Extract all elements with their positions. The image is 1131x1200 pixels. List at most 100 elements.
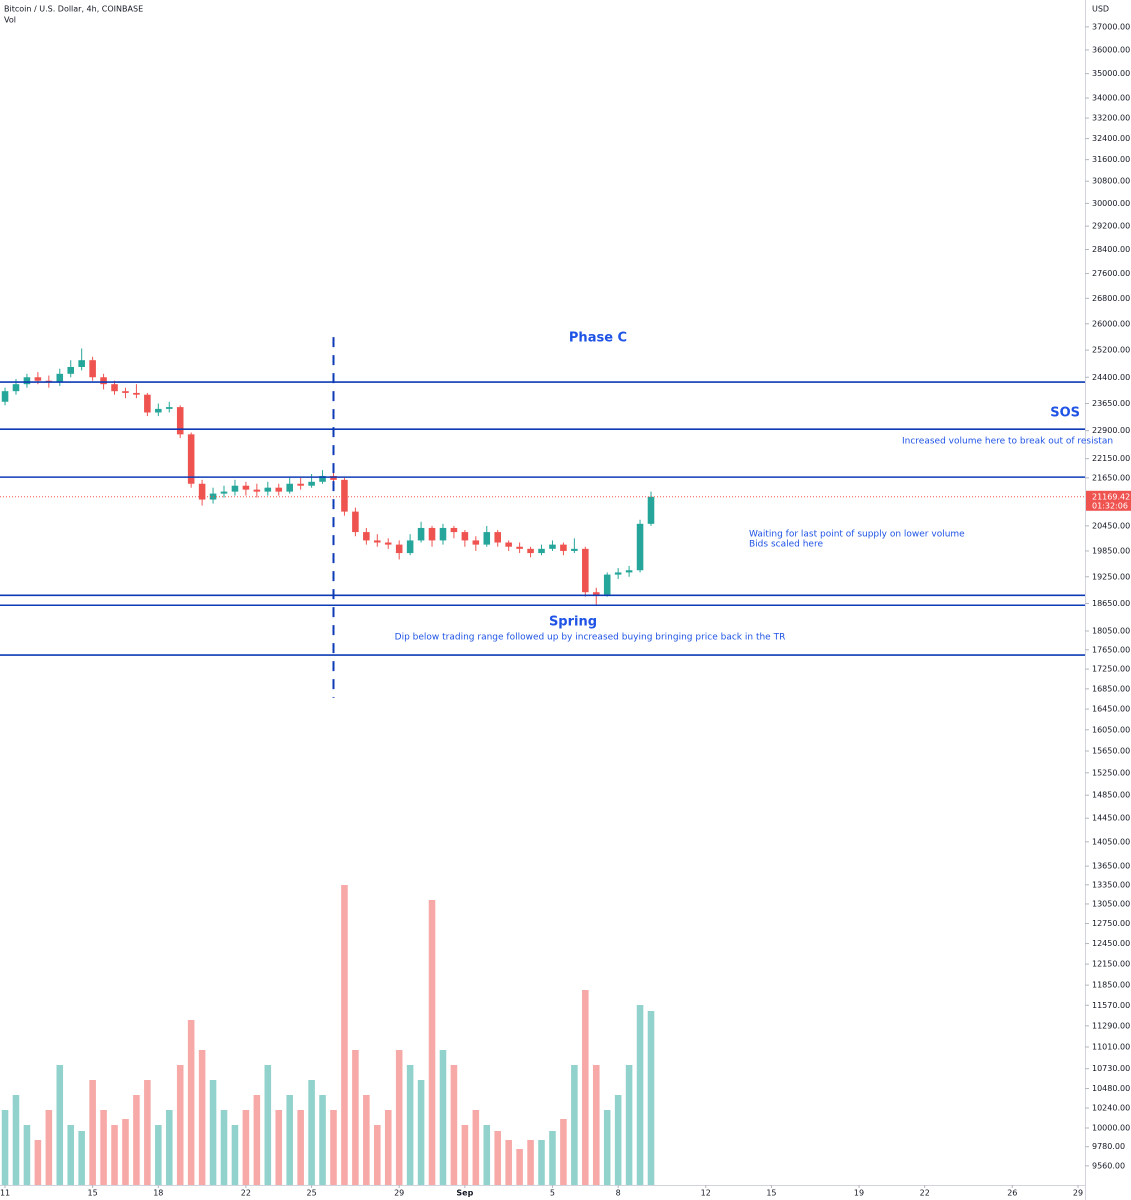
volume-bar: [352, 1050, 359, 1185]
x-tick-label: 22: [241, 1189, 251, 1198]
candle-body: [384, 542, 392, 545]
candle-body: [122, 391, 129, 393]
x-tick-label: 26: [1007, 1189, 1017, 1198]
y-tick-label: 9780.00: [1092, 1142, 1125, 1151]
y-tick-label: 11010.00: [1092, 1043, 1130, 1052]
x-tick-label: 29: [394, 1189, 404, 1198]
volume-bar: [636, 1005, 644, 1185]
candle-body: [538, 548, 545, 554]
volume-bar: [242, 1110, 250, 1185]
y-tick-label: 17650.00: [1092, 645, 1130, 654]
volume-bar: [12, 1095, 20, 1185]
volume-bar: [220, 1110, 228, 1185]
y-tick-label: 21650.00: [1092, 473, 1130, 482]
countdown-label: 01:32:06: [1092, 501, 1128, 510]
volume-bar: [614, 1095, 622, 1185]
volume-bar: [341, 885, 348, 1185]
candle-body: [395, 544, 403, 554]
candle-body: [89, 360, 96, 378]
candle-body: [187, 434, 195, 484]
candle-body: [165, 407, 173, 409]
y-tick-label: 35000.00: [1092, 69, 1130, 78]
candle-body: [406, 540, 414, 554]
y-tick-label: 28400.00: [1092, 245, 1130, 254]
y-tick-label: 26800.00: [1092, 294, 1130, 303]
volume-bar: [176, 1065, 184, 1185]
y-tick-label: 11570.00: [1092, 1001, 1130, 1010]
candle-body: [363, 532, 370, 541]
candle-body: [100, 377, 107, 385]
candle-body: [144, 394, 151, 413]
volume-bar: [253, 1095, 261, 1185]
candle-body: [111, 384, 118, 392]
candle-body: [242, 485, 250, 490]
volume-title: Vol: [4, 16, 16, 25]
candle-body: [428, 527, 436, 541]
x-tick-label: 18: [153, 1189, 163, 1198]
y-tick-label: 20450.00: [1092, 521, 1130, 530]
candle-body: [352, 511, 359, 533]
y-tick-label: 10240.00: [1092, 1104, 1130, 1113]
x-tick-label: 22: [920, 1189, 930, 1198]
candle-body: [505, 542, 512, 547]
candle-body: [625, 570, 633, 573]
candle-body: [571, 548, 578, 551]
y-tick-label: 10730.00: [1092, 1064, 1130, 1073]
candle-body: [220, 491, 228, 494]
volume-bar: [1, 1110, 9, 1185]
x-tick-label: 11: [0, 1189, 10, 1198]
y-tick-label: 26000.00: [1092, 319, 1130, 328]
volume-bar: [308, 1080, 315, 1185]
volume-bar: [67, 1125, 75, 1185]
volume-bar: [363, 1095, 370, 1185]
x-tick-label: 12: [701, 1189, 711, 1198]
y-tick-label: 29200.00: [1092, 222, 1130, 231]
volume-bar: [330, 1110, 337, 1185]
volume-bar: [264, 1065, 272, 1185]
volume-bar: [275, 1110, 283, 1185]
annotation: Dip below trading range followed up by i…: [395, 633, 786, 643]
candle-body: [494, 532, 502, 543]
volume-bar: [122, 1119, 129, 1185]
candle-body: [231, 485, 239, 492]
y-tick-label: 15250.00: [1092, 768, 1130, 777]
candle-body: [133, 392, 140, 395]
y-tick-label: 11850.00: [1092, 981, 1130, 990]
volume-bar: [133, 1095, 140, 1185]
volume-bar: [231, 1125, 239, 1185]
candle-body: [264, 487, 272, 492]
y-tick-label: 14850.00: [1092, 791, 1130, 800]
y-tick-label: 27600.00: [1092, 269, 1130, 278]
candle-body: [12, 384, 20, 392]
candle-body: [549, 544, 556, 549]
volume-bar: [209, 1080, 217, 1185]
candle-body: [516, 546, 523, 549]
y-tick-label: 11290.00: [1092, 1021, 1130, 1030]
candle-body: [461, 532, 469, 541]
y-tick-label: 15650.00: [1092, 747, 1130, 756]
volume-bar: [23, 1125, 31, 1185]
y-tick-label: 37000.00: [1092, 22, 1130, 31]
candle-body: [647, 496, 655, 524]
x-tick-label: 29: [1073, 1189, 1083, 1198]
y-tick-label: 13350.00: [1092, 880, 1130, 889]
volume-bar: [647, 1011, 655, 1185]
candle-body: [297, 483, 304, 486]
y-tick-label: 10480.00: [1092, 1084, 1130, 1093]
x-tick-label: 5: [550, 1189, 555, 1198]
volume-bar: [319, 1095, 326, 1185]
volume-bar: [625, 1065, 633, 1185]
candle-body: [450, 527, 458, 533]
volume-bar: [483, 1125, 491, 1185]
y-tick-label: 18650.00: [1092, 599, 1130, 608]
candle-body: [374, 540, 381, 543]
volume-bar: [406, 1065, 414, 1185]
candle-body: [560, 544, 567, 551]
y-tick-label: 30800.00: [1092, 177, 1130, 186]
volume-bar: [461, 1125, 469, 1185]
volume-bar: [592, 1065, 600, 1185]
volume-bar: [297, 1110, 304, 1185]
y-tick-label: 22150.00: [1092, 454, 1130, 463]
candle-body: [582, 548, 589, 593]
